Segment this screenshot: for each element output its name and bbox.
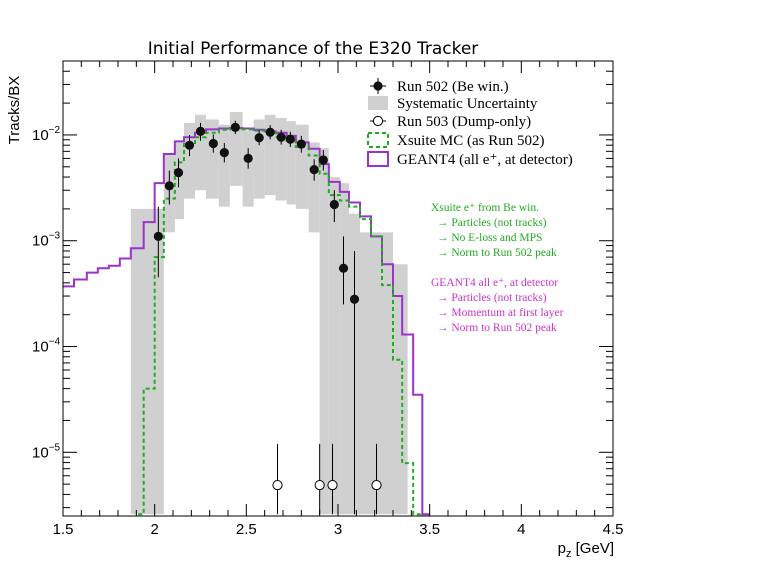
annotation-line: → Norm to Run 502 peak bbox=[437, 247, 557, 259]
systematic-band-bin bbox=[218, 124, 230, 207]
y-tick-label: 10−5 bbox=[32, 442, 61, 461]
legend-geant4-swatch bbox=[367, 151, 389, 167]
chart-title: Initial Performance of the E320 Tracker bbox=[148, 39, 479, 59]
legend-run502-marker bbox=[373, 81, 383, 91]
run502-point bbox=[195, 126, 206, 137]
y-tick-label-exponent: −3 bbox=[49, 231, 61, 242]
systematic-band-bin bbox=[286, 121, 296, 205]
systematic-band-bin bbox=[339, 183, 349, 515]
axis-ticks: 1.5 2 2.5 3 3.5 4 4.5 10−5 10−4 10−3 10−2 bbox=[32, 60, 624, 538]
run502-point bbox=[230, 122, 240, 132]
y-tick-label: 10−3 bbox=[32, 231, 61, 250]
data-point-layer bbox=[153, 120, 382, 515]
systematic-band-bin bbox=[184, 122, 195, 199]
run502-point bbox=[184, 140, 195, 150]
annotation-line: → Particles (not tracks) bbox=[437, 292, 547, 304]
run503-point bbox=[314, 479, 325, 491]
y-tick-label: 10−2 bbox=[32, 125, 61, 144]
x-tick-label: 1.5 bbox=[53, 521, 74, 538]
run502-point bbox=[173, 168, 184, 178]
systematic-band-bin bbox=[174, 142, 184, 220]
y-tick-label-exponent: −5 bbox=[49, 442, 61, 453]
legend-entry-label: Systematic Uncertainty bbox=[397, 96, 538, 112]
run502-point bbox=[329, 199, 339, 210]
run503-point bbox=[272, 479, 283, 491]
run502-point bbox=[254, 133, 264, 143]
annotation-line: → Norm to Run 502 peak bbox=[437, 322, 557, 334]
systematic-band-bin bbox=[319, 148, 329, 515]
legend-systematic-swatch bbox=[368, 96, 388, 110]
x-tick-label: 2 bbox=[150, 521, 158, 538]
annotations: Xsuite e⁺ from Be win. → Particles (not t… bbox=[431, 202, 564, 334]
systematic-band-layer bbox=[130, 111, 408, 515]
run502-point bbox=[208, 138, 218, 149]
run502-point bbox=[338, 263, 349, 273]
systematic-band-bin bbox=[195, 114, 206, 191]
histogram-layer bbox=[63, 127, 430, 516]
legend-run503-marker bbox=[372, 115, 384, 127]
run502-point bbox=[285, 134, 295, 144]
xsuite-histogram-line bbox=[138, 127, 423, 516]
run502-point bbox=[243, 153, 253, 164]
legend-xsuite-swatch bbox=[367, 132, 389, 148]
x-tick-label: 4.5 bbox=[603, 521, 624, 538]
systematic-band-bin bbox=[308, 142, 320, 233]
systematic-band-bin bbox=[328, 177, 340, 515]
systematic-band-bin bbox=[264, 114, 276, 196]
x-tick-label: 3 bbox=[334, 521, 342, 538]
run502-point bbox=[309, 165, 319, 175]
legend-entry-label: Run 502 (Be win.) bbox=[397, 79, 509, 95]
annotation-line: → Momentum at first layer bbox=[437, 307, 564, 319]
x-tick-label: 2.5 bbox=[236, 521, 257, 538]
run502-point bbox=[349, 294, 360, 304]
run502-point bbox=[265, 127, 275, 137]
x-axis-label-sub: z bbox=[566, 548, 572, 560]
systematic-band-bin bbox=[253, 119, 265, 199]
run502-point bbox=[219, 148, 229, 158]
systematic-band-bin bbox=[130, 208, 164, 515]
x-tick-label: 3.5 bbox=[419, 521, 440, 538]
y-axis-label: Tracks/BX bbox=[6, 76, 23, 145]
annotation-line: Xsuite e⁺ from Be win. bbox=[431, 202, 539, 214]
run502-point bbox=[164, 181, 174, 191]
x-axis-label: pz [GeV] bbox=[558, 540, 614, 560]
legend-entry-label: Run 503 (Dump-only) bbox=[397, 114, 531, 130]
run503-point bbox=[327, 479, 338, 491]
legend-entry-label: GEANT4 (all e⁺, at detector) bbox=[397, 152, 573, 168]
y-tick-label: 10−4 bbox=[32, 337, 61, 356]
legend-entry-label: Xsuite MC (as Run 502) bbox=[397, 133, 545, 149]
run502-point bbox=[318, 155, 328, 165]
y-tick-label-exponent: −4 bbox=[49, 337, 61, 348]
run502-point bbox=[153, 231, 163, 241]
legend: Run 502 (Be win.)Systematic Uncertainty R… bbox=[367, 78, 573, 168]
systematic-band-bin bbox=[295, 124, 309, 209]
x-tick-label: 4 bbox=[517, 521, 525, 538]
systematic-band-bin bbox=[275, 117, 287, 201]
annotation-line: GEANT4 all e⁺, at detector bbox=[431, 277, 558, 289]
run503-point bbox=[371, 479, 382, 491]
x-axis-label-unit: [GeV] bbox=[571, 540, 614, 557]
run502-point bbox=[296, 139, 306, 149]
y-tick-label-exponent: −2 bbox=[49, 125, 61, 136]
systematic-band-bin bbox=[393, 264, 408, 515]
annotation-line: → Particles (not tracks) bbox=[437, 217, 547, 229]
run502-point bbox=[276, 132, 286, 142]
systematic-band-bin bbox=[206, 119, 219, 199]
annotation-line: → No E-loss and MPS bbox=[437, 232, 542, 244]
